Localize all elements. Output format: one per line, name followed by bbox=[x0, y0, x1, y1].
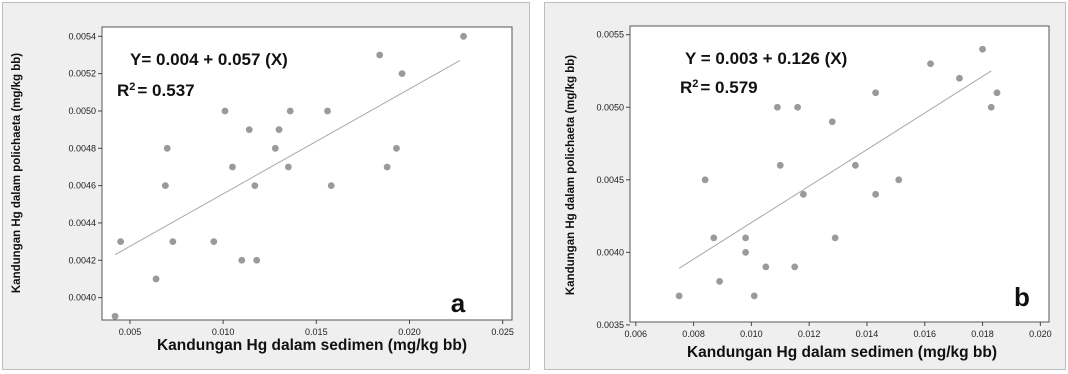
data-point bbox=[284, 163, 292, 171]
y-tick-label: 0.0055 bbox=[596, 30, 624, 40]
data-point bbox=[460, 32, 467, 40]
y-tick-label: 0.0040 bbox=[596, 247, 624, 257]
data-point bbox=[324, 107, 331, 115]
data-point bbox=[750, 292, 758, 300]
data-point bbox=[993, 89, 1001, 97]
data-point bbox=[794, 103, 801, 111]
x-tick-label: 0.012 bbox=[798, 329, 821, 339]
regression-line bbox=[114, 60, 461, 256]
x-axis-title: Kandungan Hg dalam sedimen (mg/kg bb) bbox=[157, 337, 467, 354]
regression-equation: Y = 0.003 + 0.126 (X) bbox=[685, 49, 847, 68]
data-point bbox=[251, 182, 259, 190]
plot-area bbox=[101, 26, 513, 321]
data-point bbox=[791, 263, 799, 271]
panel-label: b bbox=[1014, 282, 1030, 312]
data-point bbox=[851, 161, 859, 169]
y-tick-label: 0.0046 bbox=[68, 181, 96, 191]
regression-line bbox=[678, 70, 992, 269]
data-point bbox=[987, 103, 995, 111]
y-tick-label: 0.0050 bbox=[68, 106, 96, 116]
data-point bbox=[956, 74, 963, 82]
data-point bbox=[716, 277, 723, 285]
x-tick-label: 0.016 bbox=[913, 329, 936, 339]
data-point bbox=[238, 256, 246, 264]
chart-panel-a: 0.005 0.010 0.015 0.020 0.025 0.0040 0.0042 0.0… bbox=[11, 26, 514, 354]
y-tick-label: 0.0045 bbox=[596, 175, 624, 185]
data-point bbox=[742, 248, 749, 256]
data-point bbox=[210, 238, 218, 246]
data-point bbox=[327, 182, 335, 190]
data-point bbox=[773, 103, 781, 111]
x-tick-label: 0.010 bbox=[740, 329, 763, 339]
data-point bbox=[245, 126, 253, 134]
y-axis-title: Kandungan Hg dalam polichaeta (mg/kg bb) bbox=[11, 53, 23, 293]
data-point bbox=[221, 107, 229, 115]
x-tick-label: 0.006 bbox=[625, 329, 648, 339]
r-squared: R2 = 0.579 bbox=[680, 78, 758, 97]
data-point bbox=[169, 238, 177, 246]
plot-area bbox=[629, 25, 1050, 323]
data-point bbox=[776, 161, 784, 169]
data-point bbox=[742, 234, 749, 242]
data-point bbox=[152, 275, 160, 283]
regression-equation: Y= 0.004 + 0.057 (X) bbox=[130, 50, 288, 69]
y-tick-label: 0.0042 bbox=[68, 255, 96, 265]
y-tick-label: 0.0044 bbox=[68, 218, 96, 228]
data-point bbox=[393, 144, 400, 152]
data-point bbox=[762, 263, 770, 271]
y-tick-label: 0.0050 bbox=[596, 102, 624, 112]
data-point bbox=[275, 126, 283, 134]
data-point bbox=[376, 51, 384, 59]
data-point bbox=[872, 190, 880, 198]
data-point bbox=[229, 163, 236, 171]
data-point bbox=[927, 60, 934, 68]
x-tick-label: 0.020 bbox=[1029, 329, 1052, 339]
data-point bbox=[701, 176, 709, 184]
y-tick-label: 0.0040 bbox=[68, 293, 96, 303]
data-point bbox=[831, 234, 839, 242]
y-tick-label: 0.0035 bbox=[596, 320, 624, 330]
x-tick-label: 0.005 bbox=[119, 327, 142, 337]
data-point bbox=[253, 256, 261, 264]
x-tick-label: 0.010 bbox=[212, 327, 235, 337]
x-tick-label: 0.025 bbox=[491, 327, 514, 337]
data-point bbox=[161, 182, 169, 190]
data-point bbox=[111, 312, 119, 320]
y-tick-label: 0.0048 bbox=[68, 143, 96, 153]
data-point bbox=[979, 45, 986, 53]
data-point bbox=[286, 107, 294, 115]
data-point bbox=[895, 176, 903, 184]
y-tick-label: 0.0052 bbox=[68, 69, 96, 79]
data-point bbox=[271, 144, 279, 152]
data-point bbox=[799, 190, 807, 198]
data-point bbox=[872, 89, 880, 97]
x-axis-title: Kandungan Hg dalam sedimen (mg/kg bb) bbox=[687, 344, 997, 361]
data-point bbox=[383, 163, 391, 171]
data-point bbox=[675, 292, 683, 300]
y-axis-title: Kandungan Hg dalam polichaeta (mg/kg bb) bbox=[565, 55, 577, 295]
data-point bbox=[163, 144, 171, 152]
data-point bbox=[828, 118, 836, 126]
data-point bbox=[710, 234, 718, 242]
x-tick-label: 0.015 bbox=[305, 327, 328, 337]
x-tick-label: 0.020 bbox=[398, 327, 421, 337]
x-tick-label: 0.018 bbox=[971, 329, 994, 339]
data-point bbox=[398, 70, 406, 78]
panel-label: a bbox=[451, 288, 466, 318]
chart-panel-b: 0.006 0.008 0.010 0.012 0.014 0.016 0.018 0.020… bbox=[565, 25, 1052, 361]
x-tick-label: 0.014 bbox=[856, 329, 879, 339]
data-point bbox=[117, 238, 125, 246]
r-squared: R2 = 0.537 bbox=[117, 81, 195, 100]
y-tick-label: 0.0054 bbox=[68, 31, 96, 41]
x-tick-label: 0.008 bbox=[682, 329, 705, 339]
